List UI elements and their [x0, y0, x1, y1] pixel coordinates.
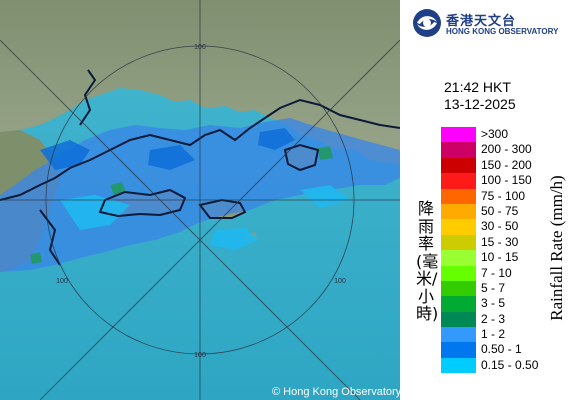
- copyright-text: © Hong Kong Observatory: [272, 386, 400, 398]
- legend-color-swatch: [441, 203, 476, 220]
- hko-emblem-icon: [413, 9, 441, 37]
- observation-time: 21:42 HKT: [444, 79, 511, 95]
- legend-label: 0.50 - 1: [481, 342, 522, 357]
- radar-echo-light: [60, 185, 350, 250]
- range-ring-label: 100: [194, 44, 206, 51]
- legend-color-swatch: [441, 280, 476, 297]
- legend-row: 150 - 200: [441, 157, 577, 174]
- legend-label: 1 - 2: [481, 327, 506, 342]
- legend-row: 75 - 100: [441, 188, 577, 204]
- radar-map: 100 100 100 100 © Hong Kong Observatory: [0, 0, 400, 400]
- legend-label: 15 - 30: [481, 234, 519, 249]
- range-ring-label: 100: [194, 352, 206, 359]
- rainfall-legend: >300 200 - 300 150 - 200 100 - 150 75 - 100 5…: [441, 127, 577, 374]
- legend-row: 3 - 5: [441, 296, 577, 312]
- legend-color-swatch: [441, 250, 476, 266]
- legend-label: 5 - 7: [481, 280, 506, 295]
- legend-label: 0.15 - 0.50: [481, 357, 539, 372]
- radar-echo-moderate: [40, 128, 295, 170]
- legend-color-swatch: [441, 296, 476, 312]
- legend-row: 200 - 300: [441, 142, 577, 158]
- radar-map-canvas: 100 100 100 100: [0, 0, 400, 400]
- legend-row: 2 - 3: [441, 311, 577, 328]
- legend-label: 7 - 10: [481, 265, 512, 280]
- legend-color-swatch: [441, 219, 476, 235]
- legend-row: 30 - 50: [441, 219, 577, 235]
- legend-row: 0.15 - 0.50: [441, 357, 577, 374]
- legend-color-swatch: [441, 357, 476, 374]
- legend-row: >300: [441, 127, 577, 143]
- legend-label: 3 - 5: [481, 296, 506, 311]
- hko-logo: 香港天文台 HONG KONG OBSERVATORY: [412, 6, 572, 42]
- legend-label: >300: [481, 127, 509, 141]
- logo-chinese-text: 香港天文台: [446, 13, 517, 28]
- legend-color-swatch: [441, 127, 476, 143]
- legend-color-swatch: [441, 142, 476, 158]
- range-ring-label: 100: [334, 278, 346, 285]
- legend-color-swatch: [441, 173, 476, 189]
- legend-label: 30 - 50: [481, 219, 519, 234]
- logo-english-text: HONG KONG OBSERVATORY: [446, 27, 559, 36]
- legend-title-english: Rainfall Rate (mm/h): [547, 175, 566, 321]
- legend-row: 100 - 150: [441, 173, 577, 189]
- legend-label: 50 - 75: [481, 203, 519, 218]
- legend-row: 7 - 10: [441, 265, 577, 281]
- observation-date: 13-12-2025: [444, 96, 516, 112]
- legend-color-swatch: [441, 157, 476, 174]
- radial-line: [0, 39, 361, 400]
- range-ring-label: 100: [56, 278, 68, 285]
- legend-color-swatch: [441, 327, 476, 343]
- legend-color-swatch: [441, 342, 476, 358]
- legend-label: 100 - 150: [481, 173, 532, 188]
- legend-panel: 香港天文台 HONG KONG OBSERVATORY 21:42 HKT 13…: [400, 0, 577, 400]
- legend-row: 1 - 2: [441, 327, 577, 343]
- legend-row: 10 - 15: [441, 250, 577, 266]
- legend-color-swatch: [441, 265, 476, 281]
- legend-label: 10 - 15: [481, 250, 519, 265]
- legend-label: 2 - 3: [481, 311, 506, 326]
- legend-row: 0.50 - 1: [441, 342, 577, 358]
- legend-color-swatch: [441, 234, 476, 251]
- radial-line: [39, 39, 400, 400]
- range-rings: [0, 0, 400, 400]
- range-ring-labels: 100 100 100 100: [56, 44, 346, 359]
- legend-label: 75 - 100: [481, 188, 526, 203]
- legend-label: 150 - 200: [481, 157, 532, 172]
- legend-label: 200 - 300: [481, 142, 532, 157]
- legend-row: 15 - 30: [441, 234, 577, 251]
- legend-title-chinese: 降雨率(毫米/小時): [416, 199, 439, 323]
- legend-color-swatch: [441, 188, 476, 204]
- legend-color-swatch: [441, 311, 476, 328]
- legend-row: 50 - 75: [441, 203, 577, 220]
- legend-row: 5 - 7: [441, 280, 577, 297]
